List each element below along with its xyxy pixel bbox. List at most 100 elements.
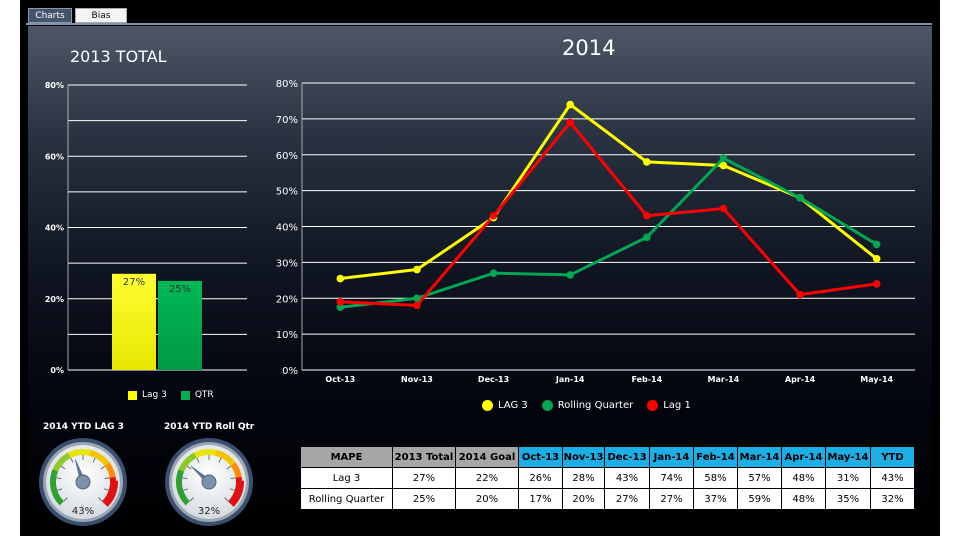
- gauge-tick: [218, 457, 222, 463]
- bar-value-label-qtr: 25%: [169, 284, 191, 295]
- gauge-scale-band: [187, 454, 195, 462]
- gauge-scale-band: [215, 449, 221, 457]
- series-point-lag-3: [413, 265, 421, 274]
- gauge-tick: [57, 488, 63, 491]
- bar-chart-2013-total: 0% 20% 40% 60% 80% 27% 25%: [45, 81, 247, 375]
- mape-header-oct-13: Oct-13: [518, 446, 563, 468]
- series-point-lag-1: [872, 280, 881, 288]
- legend-label-qtr: QTR: [194, 390, 214, 400]
- gauge-scale-band: [83, 449, 88, 456]
- gauge-scale-band: [108, 487, 118, 493]
- gauge-tick: [226, 465, 232, 470]
- gauge-scale-band: [184, 456, 192, 464]
- gauge-scale-band: [209, 449, 214, 456]
- legend-item-rolling-quarter: Rolling Quarter: [541, 400, 633, 411]
- gauge-scale-band: [235, 476, 242, 482]
- gauge-scale-band: [177, 469, 185, 475]
- series-point-rolling-quarter: [643, 233, 651, 242]
- line-x-tick-label: Jan-14: [555, 375, 585, 384]
- series-point-lag-3: [336, 274, 345, 283]
- gauge-tick: [103, 488, 109, 491]
- series-point-rolling-quarter: [566, 271, 574, 279]
- series-line-rolling-quarter: [340, 156, 878, 309]
- line-y-tick-label: 30%: [276, 258, 298, 269]
- legend-swatch-qtr: [180, 390, 190, 400]
- legend-dot-lag1: [647, 400, 659, 411]
- legend-item-lag3: Lag 3: [128, 390, 167, 400]
- tab-charts[interactable]: Charts: [28, 8, 72, 23]
- series-point-rolling-quarter: [796, 194, 804, 202]
- gauge-tick: [229, 488, 235, 491]
- gauge-scale-band: [50, 487, 58, 493]
- gauge-scale-band: [106, 465, 114, 472]
- gauge-scale-band: [234, 487, 244, 493]
- gauge-scale-band: [51, 469, 59, 475]
- gauge-scale-band: [52, 465, 60, 472]
- line-chart-2014: 0% 10% 20% 30% 40% 50% 60% 70% 80% Oct-13 Nov-13 De…: [276, 79, 915, 384]
- gauge-scale-band: [233, 490, 243, 497]
- series-point-lag-3: [872, 254, 881, 263]
- gauge-lag3-title: 2014 YTD LAG 3: [43, 422, 124, 432]
- gauge-scale-band: [232, 465, 240, 472]
- bar-chart-legend: Lag 3 QTR: [128, 390, 228, 400]
- gauge-tick: [92, 457, 96, 463]
- mape-cell: 25%: [392, 488, 456, 510]
- gauge-scale-band: [102, 459, 110, 467]
- mape-header-mape: MAPE: [300, 446, 393, 468]
- legend-label-lag3: Lag 3: [142, 390, 167, 400]
- gauge-scale-band: [224, 454, 231, 462]
- line-x-tick-label: Oct-13: [325, 375, 355, 384]
- mape-cell: 43%: [870, 467, 915, 489]
- gauge-scale-band: [228, 459, 236, 467]
- legend-item-qtr: QTR: [180, 390, 214, 400]
- gauge-scale-band: [92, 451, 99, 459]
- mape-row-label: Lag 3: [300, 467, 393, 489]
- gauge-scale-band: [58, 456, 66, 464]
- mape-cell: 26%: [518, 467, 563, 489]
- bar-chart-title: 2013 TOTAL: [70, 47, 167, 66]
- gauge-scale-band: [107, 469, 115, 475]
- gauge-scale-band: [197, 449, 203, 457]
- gauge-scale-band: [221, 452, 228, 460]
- mape-cell: 20%: [562, 488, 605, 510]
- mape-cell: 20%: [455, 488, 519, 510]
- mape-cell: 35%: [825, 488, 871, 510]
- gauge-scale-band: [104, 496, 113, 504]
- series-point-lag-1: [489, 211, 498, 220]
- line-x-tick-label: Dec-13: [478, 375, 509, 384]
- mape-header-2014-goal: 2014 Goal: [455, 446, 519, 468]
- mape-cell: 17%: [518, 488, 563, 510]
- mape-cell: 48%: [781, 488, 826, 510]
- mape-cell: 22%: [455, 467, 519, 489]
- gauge-scale-band: [61, 454, 69, 462]
- mape-cell: 27%: [649, 488, 694, 510]
- gauge-scale-band: [227, 498, 237, 507]
- mape-cell: 37%: [693, 488, 738, 510]
- mape-cell: 43%: [604, 467, 650, 489]
- line-x-tick-label: Apr-14: [785, 375, 816, 384]
- gauge-scale-band: [79, 449, 84, 456]
- gauge-tick: [224, 497, 229, 502]
- gauge-scale-band: [54, 495, 62, 503]
- series-point-lag-1: [719, 204, 728, 213]
- gauge-tick: [186, 465, 192, 470]
- mape-header-2013-total: 2013 Total: [392, 446, 456, 468]
- legend-item-lag1: Lag 1: [647, 400, 691, 411]
- gauge-tick: [183, 488, 189, 491]
- line-y-tick-label: 0%: [282, 366, 298, 377]
- gauge-hub: [75, 474, 91, 490]
- tab-underline: [26, 23, 932, 25]
- gauge-scale-band: [180, 495, 188, 503]
- tab-bias[interactable]: Bias: [75, 8, 127, 23]
- legend-label-lag3-line: LAG 3: [498, 400, 528, 411]
- table-row: Lag 3 27% 22% 26% 28% 43% 74% 58% 57% 48% 31% 43%: [300, 467, 915, 489]
- gauge-scale-band: [50, 483, 57, 489]
- mape-cell: 27%: [392, 467, 456, 489]
- gauge-scale-band: [178, 493, 186, 500]
- series-line-lag-1: [340, 120, 877, 307]
- gauge-tick: [60, 465, 66, 470]
- gauge-lag3: 43%: [39, 438, 127, 526]
- mape-cell: 28%: [562, 467, 605, 489]
- gauge-scale-band: [108, 473, 116, 478]
- mape-cell: 31%: [825, 467, 871, 489]
